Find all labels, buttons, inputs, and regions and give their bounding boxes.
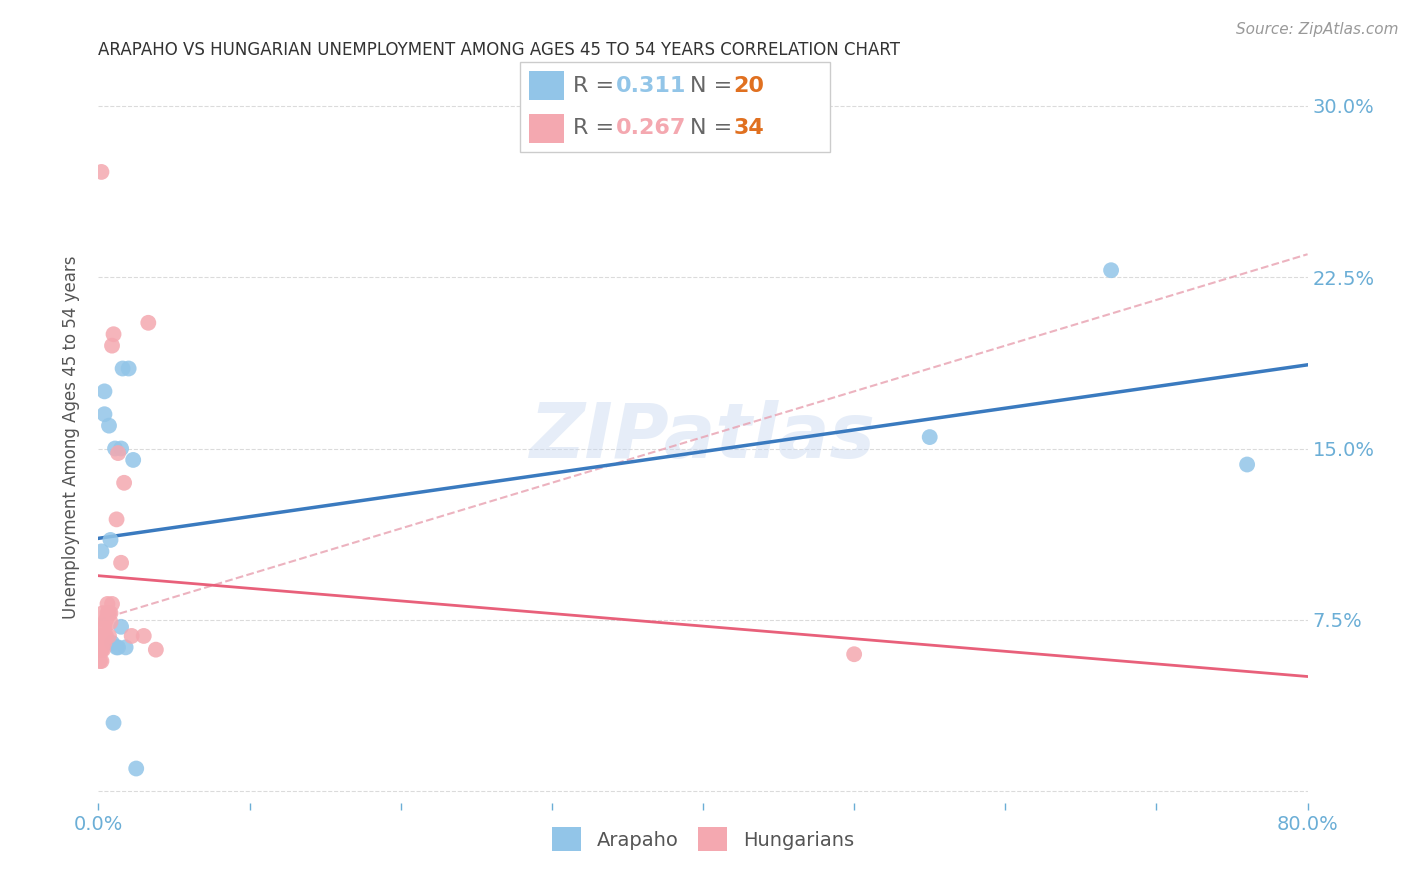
Point (94, 613, 117, 627)
Point (89, 654, 111, 668)
Point (111, 361, 134, 376)
Text: 34: 34 (734, 119, 765, 138)
Point (107, 446, 129, 460)
Point (132, 629, 155, 643)
Text: ZIPatlas: ZIPatlas (530, 401, 876, 474)
Point (93, 407, 115, 421)
Point (122, 453, 145, 467)
Point (1099, 263, 1122, 277)
FancyBboxPatch shape (530, 114, 564, 143)
Point (145, 642, 167, 657)
Text: 0.311: 0.311 (616, 76, 686, 95)
Point (100, 615, 122, 630)
Point (101, 597, 124, 611)
Point (103, 327, 125, 342)
Point (112, 475, 135, 490)
Point (90, 654, 112, 668)
Point (96, 597, 118, 611)
Point (101, 636, 124, 650)
FancyBboxPatch shape (520, 62, 830, 152)
Point (105, 640, 128, 655)
Point (93, 629, 115, 643)
Point (103, 715, 125, 730)
Point (98, 606, 121, 620)
Point (96, 606, 118, 620)
Point (90, 642, 112, 657)
Point (844, 647, 866, 661)
Point (100, 533, 122, 547)
Text: Source: ZipAtlas.com: Source: ZipAtlas.com (1236, 22, 1399, 37)
Text: N =: N = (690, 76, 740, 95)
Point (93, 636, 115, 650)
Point (105, 512, 128, 526)
Point (100, 606, 122, 620)
Text: R =: R = (572, 119, 621, 138)
Text: 20: 20 (734, 76, 765, 95)
Point (90, 629, 112, 643)
Point (110, 556, 132, 570)
Point (110, 442, 132, 456)
Point (121, 629, 143, 643)
Point (93, 384, 115, 399)
Point (114, 640, 136, 655)
Point (90, 165, 112, 179)
Point (91, 636, 114, 650)
Point (101, 339, 124, 353)
Text: 0.267: 0.267 (616, 119, 686, 138)
FancyBboxPatch shape (530, 71, 564, 100)
Point (90, 544, 112, 558)
Point (104, 442, 127, 456)
Point (98, 629, 121, 643)
Point (98, 418, 121, 433)
Point (91, 620, 114, 634)
Text: ARAPAHO VS HUNGARIAN UNEMPLOYMENT AMONG AGES 45 TO 54 YEARS CORRELATION CHART: ARAPAHO VS HUNGARIAN UNEMPLOYMENT AMONG … (98, 41, 900, 59)
Text: N =: N = (690, 119, 740, 138)
Point (107, 640, 129, 655)
Legend: Arapaho, Hungarians: Arapaho, Hungarians (544, 820, 862, 859)
Point (125, 762, 148, 776)
Point (93, 620, 115, 634)
Point (118, 361, 141, 376)
Point (90, 642, 112, 657)
Y-axis label: Unemployment Among Ages 45 to 54 years: Unemployment Among Ages 45 to 54 years (62, 255, 80, 619)
Point (94, 629, 117, 643)
Point (918, 430, 941, 444)
Point (110, 620, 132, 634)
Point (136, 316, 159, 330)
Text: R =: R = (572, 76, 621, 95)
Point (1236, 458, 1258, 472)
Point (89, 642, 111, 657)
Point (91, 642, 114, 657)
Point (91, 606, 114, 620)
